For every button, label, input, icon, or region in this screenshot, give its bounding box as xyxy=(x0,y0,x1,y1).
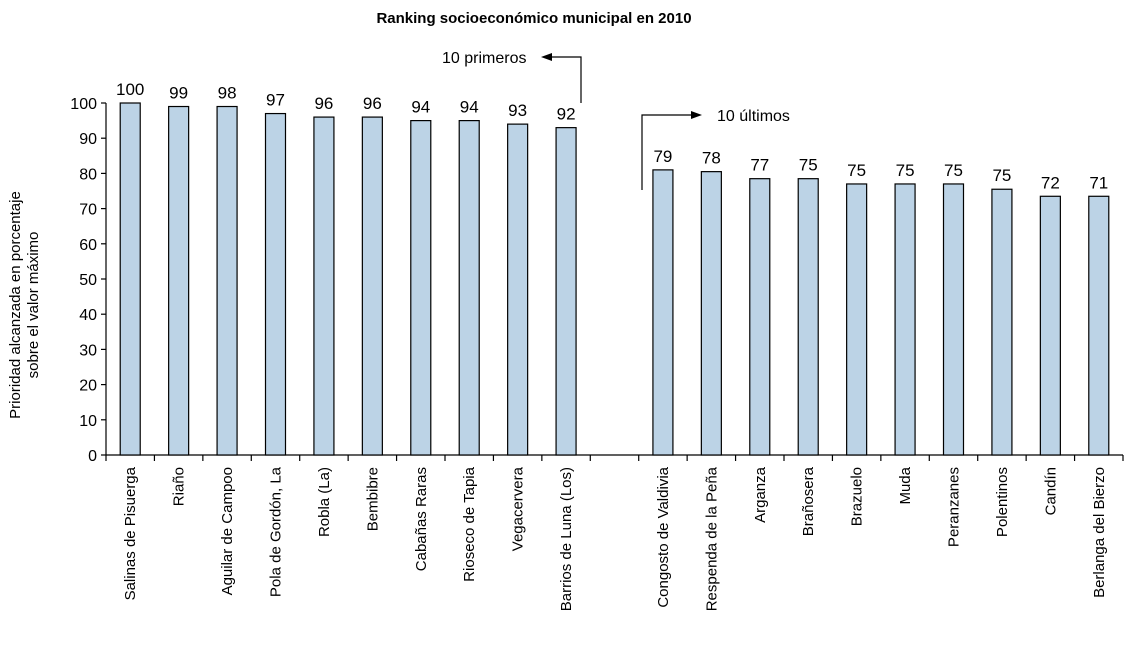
x-category-label: Congosto de Valdivia xyxy=(655,466,672,607)
y-axis-title: Prioridad alcanzada en porcentaje sobre … xyxy=(7,191,42,419)
y-ticks: 0 10 20 30 40 50 60 70 80 90 100 xyxy=(70,96,106,465)
x-ticks xyxy=(105,455,1124,461)
x-category-label: Brañosera xyxy=(800,466,817,536)
bar xyxy=(797,178,819,456)
data-label: 99 xyxy=(169,84,188,103)
bar xyxy=(507,123,529,456)
x-category-label: Vegacervera xyxy=(510,466,527,551)
bar xyxy=(652,169,674,456)
y-tick-label: 30 xyxy=(79,342,97,359)
data-label: 77 xyxy=(750,156,769,175)
y-tick-label: 90 xyxy=(79,131,97,148)
annotation-top-10: 10 primeros xyxy=(442,50,582,103)
bar xyxy=(458,119,480,456)
bar xyxy=(313,116,335,456)
x-category-label: Arganza xyxy=(752,466,769,523)
annotation-top-10-label: 10 primeros xyxy=(442,50,526,67)
data-label: 75 xyxy=(799,156,818,175)
x-category-label: Robla (La) xyxy=(316,467,333,537)
y-tick-label: 50 xyxy=(79,272,97,289)
y-axis-title-line-1: Prioridad alcanzada en porcentaje xyxy=(7,191,24,419)
data-label: 75 xyxy=(847,161,866,180)
category-labels: Salinas de Pisuerga Riaño Aguilar de Campo… xyxy=(122,466,1108,611)
x-category-label: Aguilar de Campoo xyxy=(219,467,236,595)
bar xyxy=(361,116,383,456)
bar xyxy=(1088,195,1110,456)
y-axis-title-line-2: sobre el valor máximo xyxy=(25,232,42,379)
y-tick-label: 20 xyxy=(79,378,97,395)
data-label: 75 xyxy=(896,161,915,180)
bar xyxy=(991,188,1013,456)
y-tick-label: 10 xyxy=(79,413,97,430)
annotation-bottom-10-label: 10 últimos xyxy=(717,108,790,125)
bar xyxy=(942,183,965,456)
x-category-label: Polentinos xyxy=(994,467,1011,537)
data-label: 96 xyxy=(363,94,382,113)
chart-title: Ranking socioeconómico municipal en 2010 xyxy=(376,10,691,27)
x-category-label: Salinas de Pisuerga xyxy=(122,466,139,600)
bars xyxy=(119,102,1110,456)
x-category-label: Muda xyxy=(897,466,914,504)
data-label: 93 xyxy=(508,101,527,120)
bar xyxy=(846,183,868,456)
data-label: 94 xyxy=(411,98,430,117)
bar xyxy=(1039,195,1061,456)
annotation-bottom-10: 10 últimos xyxy=(641,108,790,190)
data-label: 92 xyxy=(557,105,576,124)
y-tick-label: 100 xyxy=(70,96,97,113)
data-label: 100 xyxy=(116,80,144,99)
y-tick-label: 80 xyxy=(79,166,97,183)
data-label: 96 xyxy=(314,94,333,113)
annotation-bottom-10-connector xyxy=(641,114,691,190)
bar xyxy=(700,171,722,456)
y-tick-label: 70 xyxy=(79,202,97,219)
bar xyxy=(749,178,771,456)
x-category-label: Cabañas Raras xyxy=(413,467,430,571)
x-category-label: Bembibre xyxy=(364,467,381,531)
data-label: 97 xyxy=(266,91,285,110)
y-tick-label: 0 xyxy=(88,448,97,465)
bar xyxy=(216,105,238,456)
x-category-label: Barrios de Luna (Los) xyxy=(558,467,575,611)
x-category-label: Candín xyxy=(1042,467,1059,515)
annotation-top-10-connector xyxy=(552,56,582,103)
data-label: 75 xyxy=(944,161,963,180)
bar xyxy=(119,102,141,456)
data-label: 98 xyxy=(218,84,237,103)
y-tick-label: 40 xyxy=(79,307,97,324)
x-category-label: Respenda de la Peña xyxy=(703,466,720,611)
data-label: 78 xyxy=(702,149,721,168)
bar xyxy=(555,127,577,456)
data-label: 94 xyxy=(460,98,479,117)
data-label: 71 xyxy=(1089,173,1108,192)
bar xyxy=(894,183,916,456)
annotation-bottom-10-arrowhead xyxy=(691,111,702,119)
bar xyxy=(410,119,432,456)
value-labels: 100 99 98 97 96 96 94 94 93 92 79 78 77 75 75 75 75 75 72 7… xyxy=(116,80,1108,192)
x-category-label: Brazuelo xyxy=(849,467,866,526)
bar xyxy=(264,112,287,456)
x-category-label: Berlanga del Bierzo xyxy=(1091,467,1108,598)
data-label: 72 xyxy=(1041,173,1060,192)
bar xyxy=(168,105,190,456)
data-label: 75 xyxy=(992,166,1011,185)
x-category-label: Riaño xyxy=(171,467,188,506)
annotation-top-10-arrowhead xyxy=(541,53,552,61)
x-category-label: Rioseco de Tapia xyxy=(461,466,478,581)
y-tick-label: 60 xyxy=(79,237,97,254)
x-category-label: Peranzanes xyxy=(946,467,963,547)
data-label: 79 xyxy=(653,147,672,166)
x-category-label: Pola de Gordón, La xyxy=(268,466,285,597)
